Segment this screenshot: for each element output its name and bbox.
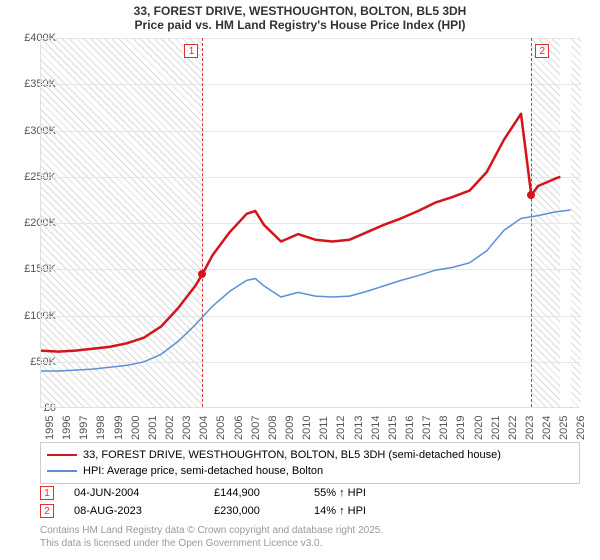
x-axis-label: 2004 xyxy=(198,416,210,440)
x-axis-label: 2020 xyxy=(473,416,485,440)
x-axis-label: 2007 xyxy=(250,416,262,440)
footer-attribution: Contains HM Land Registry data © Crown c… xyxy=(40,524,383,550)
x-axis-label: 1999 xyxy=(113,416,125,440)
x-axis-label: 2001 xyxy=(147,416,159,440)
trans-marker-1: 1 xyxy=(40,486,54,500)
x-axis-label: 2006 xyxy=(233,416,245,440)
legend-label-2: HPI: Average price, semi-detached house,… xyxy=(83,465,323,477)
x-axis-label: 2015 xyxy=(387,416,399,440)
trans-pct-1: 55% ↑ HPI xyxy=(314,487,414,499)
x-axis-label: 2025 xyxy=(558,416,570,440)
x-axis-label: 2017 xyxy=(421,416,433,440)
transactions-table: 1 04-JUN-2004 £144,900 55% ↑ HPI 2 08-AU… xyxy=(40,484,580,520)
series-hpi xyxy=(41,210,571,371)
x-axis-label: 1996 xyxy=(61,416,73,440)
x-axis-label: 2003 xyxy=(181,416,193,440)
legend-swatch-2 xyxy=(47,470,77,472)
x-axis-label: 2014 xyxy=(370,416,382,440)
trans-price-2: £230,000 xyxy=(214,505,314,517)
x-axis-label: 2011 xyxy=(318,416,330,440)
marker-dot xyxy=(527,191,535,199)
chart-title-line2: Price paid vs. HM Land Registry's House … xyxy=(0,18,600,32)
x-axis-label: 2023 xyxy=(524,416,536,440)
x-axis-label: 2009 xyxy=(284,416,296,440)
x-axis-label: 1997 xyxy=(78,416,90,440)
x-axis-label: 2000 xyxy=(130,416,142,440)
trans-date-2: 08-AUG-2023 xyxy=(74,505,214,517)
x-axis-label: 2026 xyxy=(575,416,587,440)
x-axis-label: 2010 xyxy=(301,416,313,440)
series-price xyxy=(41,114,560,352)
x-axis-label: 2012 xyxy=(335,416,347,440)
marker-dot xyxy=(198,270,206,278)
x-axis-label: 2018 xyxy=(438,416,450,440)
chart-title-line1: 33, FOREST DRIVE, WESTHOUGHTON, BOLTON, … xyxy=(0,4,600,18)
x-axis-label: 2008 xyxy=(267,416,279,440)
x-axis-label: 2005 xyxy=(215,416,227,440)
x-axis-label: 1998 xyxy=(95,416,107,440)
x-axis-label: 2013 xyxy=(353,416,365,440)
trans-date-1: 04-JUN-2004 xyxy=(74,487,214,499)
trans-marker-2: 2 xyxy=(40,504,54,518)
x-axis-label: 2002 xyxy=(164,416,176,440)
chart-lines xyxy=(41,38,581,408)
legend-swatch-1 xyxy=(47,454,77,457)
x-axis-label: 1995 xyxy=(44,416,56,440)
x-axis-label: 2016 xyxy=(404,416,416,440)
marker-box: 2 xyxy=(535,44,549,58)
x-axis-label: 2022 xyxy=(507,416,519,440)
x-axis-label: 2019 xyxy=(455,416,467,440)
chart-plot-area: 12 xyxy=(40,38,580,408)
trans-pct-2: 14% ↑ HPI xyxy=(314,505,414,517)
trans-price-1: £144,900 xyxy=(214,487,314,499)
marker-box: 1 xyxy=(184,44,198,58)
x-axis-label: 2021 xyxy=(490,416,502,440)
legend-label-1: 33, FOREST DRIVE, WESTHOUGHTON, BOLTON, … xyxy=(83,449,501,461)
x-axis-label: 2024 xyxy=(541,416,553,440)
legend: 33, FOREST DRIVE, WESTHOUGHTON, BOLTON, … xyxy=(40,442,580,484)
